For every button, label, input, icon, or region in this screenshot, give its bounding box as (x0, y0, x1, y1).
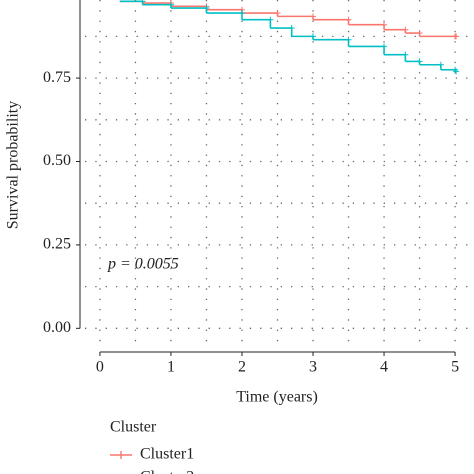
censor-mark (288, 25, 295, 32)
y-tick-label: 1.00 (43, 0, 71, 2)
censor-mark (437, 61, 444, 68)
x-tick-label: 0 (96, 359, 104, 376)
p-value: p = 0.0055 (107, 256, 179, 273)
y-tick-label: 0.00 (43, 319, 71, 336)
censor-mark (402, 26, 409, 33)
x-axis-label: Time (years) (236, 389, 318, 406)
x-tick-label: 2 (238, 359, 246, 376)
censor-mark (203, 5, 210, 12)
censor-mark (453, 33, 460, 40)
censor-mark (274, 10, 281, 17)
x-tick-label: 3 (309, 359, 317, 376)
censor-mark (345, 16, 352, 23)
legend-title: Cluster (110, 419, 157, 436)
y-tick-label: 0.25 (43, 236, 71, 253)
censor-mark (310, 13, 317, 20)
censor-mark (381, 43, 388, 50)
legend-label: Cluster1 (140, 446, 194, 463)
x-tick-label: 1 (167, 359, 175, 376)
censor-mark (381, 21, 388, 28)
y-tick-label: 0.50 (43, 152, 71, 169)
censor-mark (139, 0, 146, 5)
censor-mark (310, 33, 317, 40)
censor-mark (416, 58, 423, 65)
censor-mark (453, 68, 460, 75)
censor-mark (167, 1, 174, 8)
y-tick-label: 0.75 (43, 69, 71, 86)
censor-mark (416, 30, 423, 37)
x-tick-label: 5 (451, 359, 459, 376)
legend-label: Cluster2 (140, 469, 194, 474)
censor-mark (267, 16, 274, 23)
y-axis-label: Survival probability (5, 101, 22, 229)
censor-mark (402, 51, 409, 58)
censor-mark (345, 36, 352, 43)
censor-mark (238, 10, 245, 17)
x-tick-label: 4 (380, 359, 388, 376)
